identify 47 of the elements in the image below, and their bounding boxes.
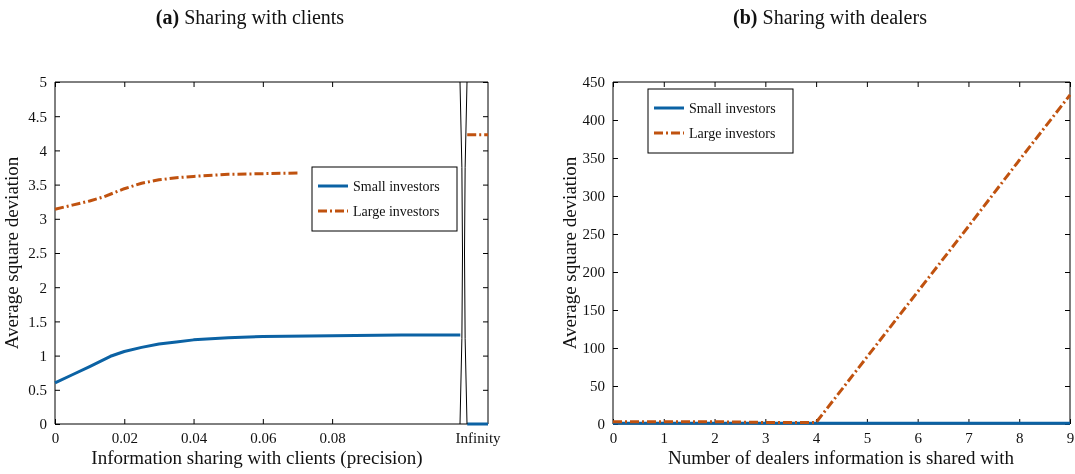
y-tick-label: 450 xyxy=(582,74,605,91)
y-tick-label: 300 xyxy=(582,188,605,205)
y-tick-label: 0 xyxy=(597,416,605,433)
y-tick-label: 250 xyxy=(582,226,605,243)
x-tick-label: 6 xyxy=(914,429,923,446)
x-tick-label: 0.06 xyxy=(250,429,277,446)
x-tick-label: 0.08 xyxy=(319,429,346,446)
x-tick-label: 0.02 xyxy=(111,429,138,446)
x-axis-title: Information sharing with clients (precision) xyxy=(91,447,423,469)
x-tick-label: 5 xyxy=(863,429,872,446)
x-tick-label: 2 xyxy=(711,429,719,446)
chart-title: (b) Sharing with dealers xyxy=(733,6,928,29)
y-tick-label: 2.5 xyxy=(28,245,47,262)
y-tick-label: 100 xyxy=(582,340,605,357)
legend-label: Small investors xyxy=(353,179,440,194)
y-tick-label: 4.5 xyxy=(28,108,47,125)
y-axis-title: Average square deviation xyxy=(1,156,22,350)
x-tick-label: 0.04 xyxy=(180,429,208,446)
y-tick-label: 4 xyxy=(39,142,48,159)
y-tick-label: 0.5 xyxy=(28,382,47,399)
y-tick-label: 5 xyxy=(39,74,47,91)
x-axis-title: Number of dealers information is shared with xyxy=(667,447,1015,468)
legend-label: Large investors xyxy=(689,126,776,141)
y-tick-label: 350 xyxy=(582,150,605,167)
y-tick-label: 3 xyxy=(39,211,47,228)
y-tick-label: 200 xyxy=(582,264,605,281)
x-tick-label: 1 xyxy=(660,429,669,446)
y-axis-title: Average square deviation xyxy=(559,156,580,350)
y-tick-label: 50 xyxy=(590,378,605,395)
x-tick-label: 0 xyxy=(51,429,60,446)
y-tick-label: 1.5 xyxy=(28,313,47,330)
y-tick-label: 150 xyxy=(582,302,605,319)
x-tick-label: 0 xyxy=(609,429,618,446)
y-tick-label: 2 xyxy=(39,279,47,296)
y-tick-label: 3.5 xyxy=(28,176,47,193)
x-tick-label: 9 xyxy=(1066,429,1075,446)
x-tick-label: 3 xyxy=(762,429,770,446)
x-tick-label: 8 xyxy=(1015,429,1024,446)
y-tick-label: 400 xyxy=(582,112,605,129)
y-tick-label: 0 xyxy=(39,416,47,433)
legend-label: Small investors xyxy=(689,101,776,116)
legend-label: Large investors xyxy=(353,204,440,219)
x-tick-label: 4 xyxy=(812,429,821,446)
x-tick-label: 7 xyxy=(965,429,974,446)
x-tick-label: Infinity xyxy=(455,429,502,446)
y-tick-label: 1 xyxy=(39,347,47,364)
chart-title: (a) Sharing with clients xyxy=(155,6,345,29)
